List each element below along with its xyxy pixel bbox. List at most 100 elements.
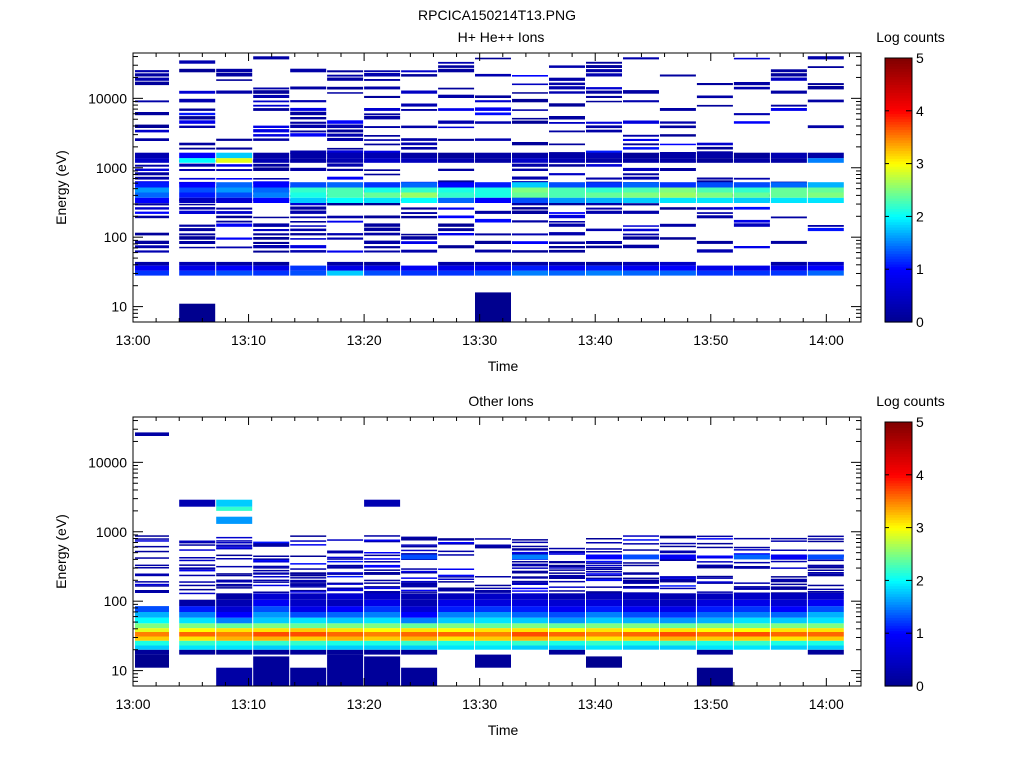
heatmap-cell-sparse: [401, 553, 438, 555]
heatmap-cell-sparse: [135, 168, 169, 171]
x-tick-label: 13:10: [231, 696, 266, 712]
heatmap-cell-sparse: [135, 581, 169, 583]
heatmap-cell-sparse: [586, 245, 622, 249]
heatmap-cell: [401, 628, 438, 632]
heatmap-cell: [364, 152, 401, 159]
heatmap-cell-sparse: [216, 573, 253, 575]
heatmap-cell-sparse: [290, 221, 327, 223]
heatmap-cell: [253, 192, 290, 198]
heatmap-cell-sparse: [623, 582, 659, 584]
colorbar-segment: [885, 598, 912, 603]
heatmap-cell: [733, 192, 770, 198]
heatmap-cell-sparse: [364, 582, 401, 584]
heatmap-cell-sparse: [438, 543, 475, 545]
colorbar-tick-label: 0: [916, 678, 924, 694]
colorbar-segment: [885, 535, 912, 539]
heatmap-cell: [135, 640, 169, 646]
colorbar-segment: [885, 179, 912, 183]
colorbar-segment: [885, 190, 912, 194]
heatmap-cell-sparse: [475, 538, 511, 540]
heatmap-cell: [327, 599, 364, 607]
heatmap-cell: [290, 152, 327, 159]
heatmap-cell-sparse: [401, 125, 438, 129]
heatmap-cell: [216, 632, 253, 637]
heatmap-cell: [733, 158, 770, 163]
heatmap-cell: [586, 623, 622, 629]
colorbar-segment: [885, 458, 912, 463]
heatmap-cell: [549, 606, 585, 612]
heatmap-cell-sparse: [364, 108, 401, 111]
heatmap-cell-sparse: [179, 116, 216, 120]
heatmap-cell-sparse: [135, 550, 169, 553]
heatmap-cell: [253, 623, 290, 629]
heatmap-cell: [696, 152, 733, 159]
colorbar-segment: [885, 551, 912, 555]
colorbar-segment: [885, 176, 912, 181]
heatmap-cell: [364, 632, 401, 637]
heatmap-cell-sparse: [290, 130, 327, 133]
colorbar-segment: [885, 664, 912, 669]
heatmap-cell-sparse: [401, 215, 438, 219]
colorbar-segment: [885, 432, 912, 436]
heatmap-cell: [475, 628, 511, 632]
heatmap-cell-sparse: [253, 581, 290, 583]
heatmap-cell: [623, 182, 659, 188]
heatmap-cell: [253, 187, 290, 193]
heatmap-cell-sparse: [586, 207, 622, 210]
heatmap-cell-sparse: [623, 549, 659, 551]
heatmap-cell: [401, 611, 438, 618]
colorbar-segment: [885, 287, 912, 291]
heatmap-cell-sparse: [290, 563, 327, 565]
heatmap-cell-sparse: [364, 126, 401, 128]
colorbar-segment: [885, 224, 912, 228]
heatmap-cell-sparse: [549, 577, 585, 579]
heatmap-cell-sparse: [216, 207, 253, 210]
heatmap-cell-sparse: [364, 554, 401, 557]
heatmap-cell: [327, 606, 364, 612]
heatmap-cell-sparse: [807, 538, 844, 540]
heatmap-cell: [623, 554, 659, 560]
heatmap-cell: [179, 645, 216, 650]
heatmap-cell-sparse: [512, 561, 548, 563]
heatmap-cell: [659, 645, 696, 650]
heatmap-cell-sparse: [327, 163, 364, 167]
heatmap-cell: [807, 632, 844, 637]
heatmap-cell: [659, 632, 696, 637]
heatmap-cell-sparse: [327, 558, 364, 560]
heatmap-cell-sparse: [659, 577, 696, 579]
heatmap-cell-sparse: [401, 544, 438, 546]
heatmap-cell: [401, 158, 438, 163]
heatmap-cell: [216, 593, 253, 600]
heatmap-cell-sparse: [586, 150, 622, 154]
colorbar-segment: [885, 68, 912, 72]
heatmap-cell-sparse: [290, 233, 327, 236]
heatmap-cell: [549, 152, 585, 159]
heatmap-cell-sparse: [512, 83, 548, 86]
heatmap-cell-sparse: [135, 535, 169, 537]
x-tick-label: 13:50: [693, 332, 728, 348]
heatmap-cell-sparse: [253, 545, 290, 547]
heatmap-cell: [401, 182, 438, 188]
heatmap-cell-sparse: [364, 586, 401, 588]
heatmap-cell: [475, 636, 511, 641]
heatmap-cell-sparse: [327, 539, 364, 541]
heatmap-cell-sparse: [586, 73, 622, 77]
colorbar-segment: [885, 79, 912, 83]
heatmap-cell-sparse: [586, 100, 622, 103]
colorbar-segment: [885, 126, 912, 130]
heatmap-cell-sparse: [696, 83, 733, 86]
heatmap-cell-sparse: [733, 113, 770, 116]
heatmap-cell-sparse: [401, 236, 438, 240]
colorbar-tick-label: 2: [916, 572, 924, 588]
heatmap-cell-sparse: [733, 86, 770, 90]
heatmap-cell-sparse: [179, 125, 216, 128]
heatmap-cell-sparse: [512, 92, 548, 94]
heatmap-cell-sparse: [807, 564, 844, 567]
heatmap-cell-sparse: [290, 572, 327, 574]
heatmap-cell-sparse: [512, 549, 548, 551]
heatmap-cell-sparse: [807, 588, 844, 591]
heatmap-cells: [135, 432, 844, 686]
colorbar-segment: [885, 670, 912, 674]
heatmap-cell-sparse: [733, 549, 770, 551]
heatmap-cell: [216, 270, 253, 276]
